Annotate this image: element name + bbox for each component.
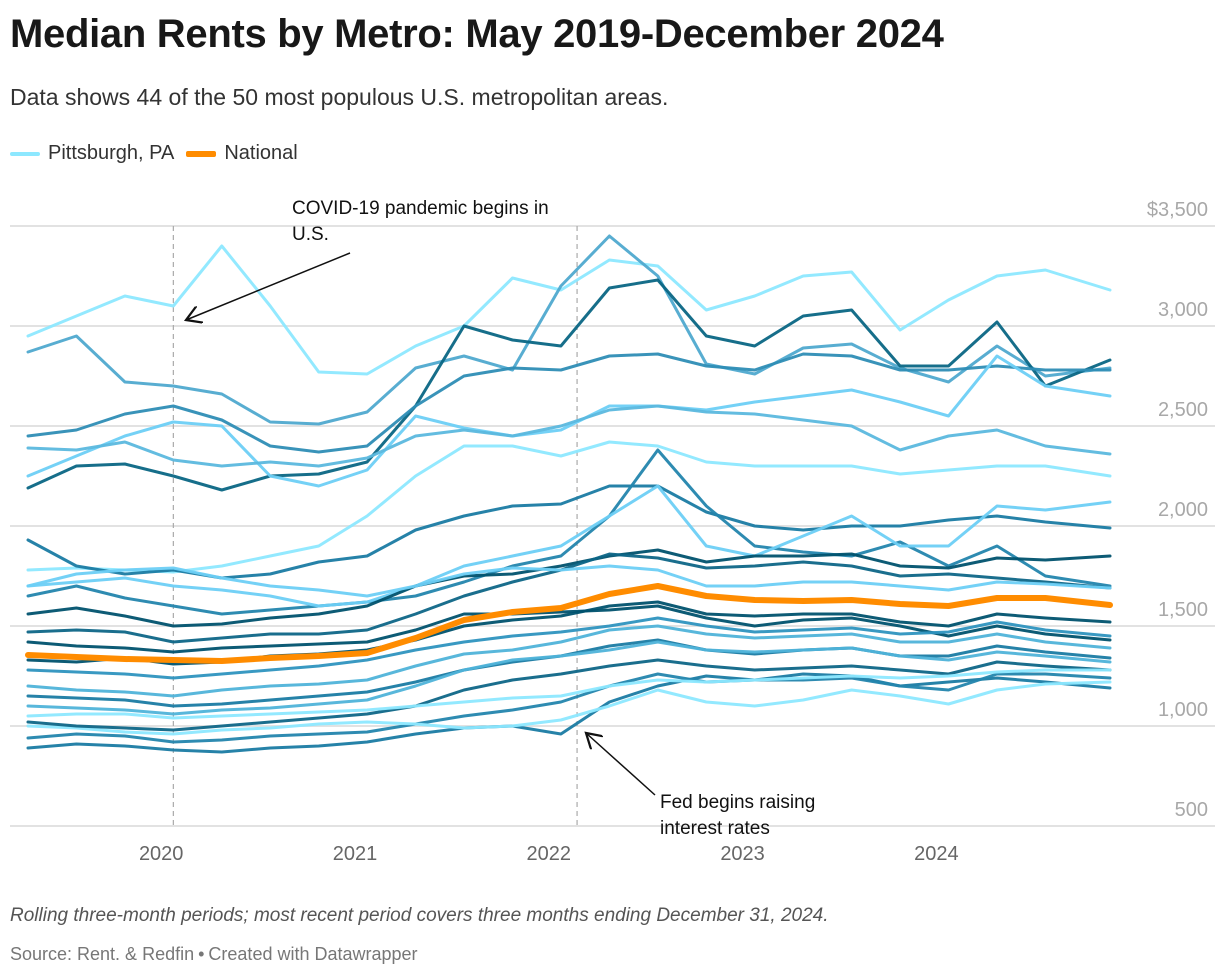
series-line xyxy=(26,640,1112,716)
annotation-text: COVID-19 pandemic begins in U.S. xyxy=(292,198,549,245)
series-line xyxy=(26,404,1112,468)
series-line xyxy=(26,680,1112,736)
annotation-text-line: COVID-19 pandemic begins in xyxy=(292,198,549,219)
series-line xyxy=(26,616,1112,680)
series-line xyxy=(26,440,1112,574)
series-line xyxy=(26,658,1112,732)
series-line-pittsburgh-pa xyxy=(26,668,1112,720)
annotation-arrow xyxy=(586,733,656,796)
annotation-text-line: Fed begins raising xyxy=(660,792,815,813)
y-tick-label: $3,500 xyxy=(1147,199,1208,221)
axis-labels: $3,500 3,000 2,500 2,000 1,500 1,000 500 2020 20… xyxy=(139,199,1208,865)
annotation-arrow xyxy=(186,252,351,320)
footnote: Rolling three-month periods; most recent… xyxy=(10,905,829,926)
series-line xyxy=(26,354,1112,488)
series-line xyxy=(26,234,1112,426)
annotation-text: Fed begins raising interest rates xyxy=(660,792,815,839)
legend-label-pittsburgh: Pittsburgh, PA xyxy=(48,142,175,164)
y-tick-label: 3,000 xyxy=(1158,299,1208,321)
credit-text: Created with Datawrapper xyxy=(208,944,418,964)
legend: Pittsburgh, PA National xyxy=(10,142,298,165)
separator: • xyxy=(198,944,205,964)
legend-label-national: National xyxy=(224,142,298,164)
series-line xyxy=(26,672,1112,754)
series-line xyxy=(26,564,1112,598)
y-tick-label: 2,000 xyxy=(1158,499,1208,521)
source-text: Source: Rent. & Redfin xyxy=(10,944,195,964)
x-tick-label: 2024 xyxy=(914,843,959,865)
source-line: Source: Rent. & Redfin • Created with Data… xyxy=(10,944,418,965)
series-line xyxy=(26,624,1112,698)
y-tick-label: 1,500 xyxy=(1158,599,1208,621)
annotations: COVID-19 pandemic begins in U.S. Fed begin… xyxy=(186,198,815,839)
annotation-text-line: interest rates xyxy=(660,818,770,839)
series-line xyxy=(26,484,1112,608)
x-tick-label: 2020 xyxy=(139,843,184,865)
series-line xyxy=(26,604,1112,654)
legend-swatch-national xyxy=(186,150,217,157)
annotation-text-line: U.S. xyxy=(292,224,329,245)
legend-swatch-pittsburgh xyxy=(10,151,40,156)
y-tick-label: 500 xyxy=(1175,799,1208,821)
series-line xyxy=(26,278,1112,492)
chart-subtitle: Data shows 44 of the 50 most populous U.… xyxy=(10,84,669,110)
series-line xyxy=(26,448,1112,616)
y-tick-label: 1,000 xyxy=(1158,699,1208,721)
gridlines xyxy=(10,225,1215,827)
y-tick-label: 2,500 xyxy=(1158,399,1208,421)
series-line xyxy=(26,352,1112,454)
series-line xyxy=(26,548,1112,628)
series-line xyxy=(26,672,1112,744)
legend-item-pittsburgh: Pittsburgh, PA xyxy=(10,142,174,165)
series-line-national xyxy=(25,583,1113,664)
x-tick-label: 2023 xyxy=(720,843,765,865)
series-line xyxy=(26,244,1112,376)
x-tick-label: 2022 xyxy=(527,843,572,865)
chart-title: Median Rents by Metro: May 2019-December… xyxy=(10,12,944,56)
series-lines xyxy=(25,234,1113,754)
x-tick-label: 2021 xyxy=(333,843,378,865)
legend-item-national: National xyxy=(186,142,298,165)
